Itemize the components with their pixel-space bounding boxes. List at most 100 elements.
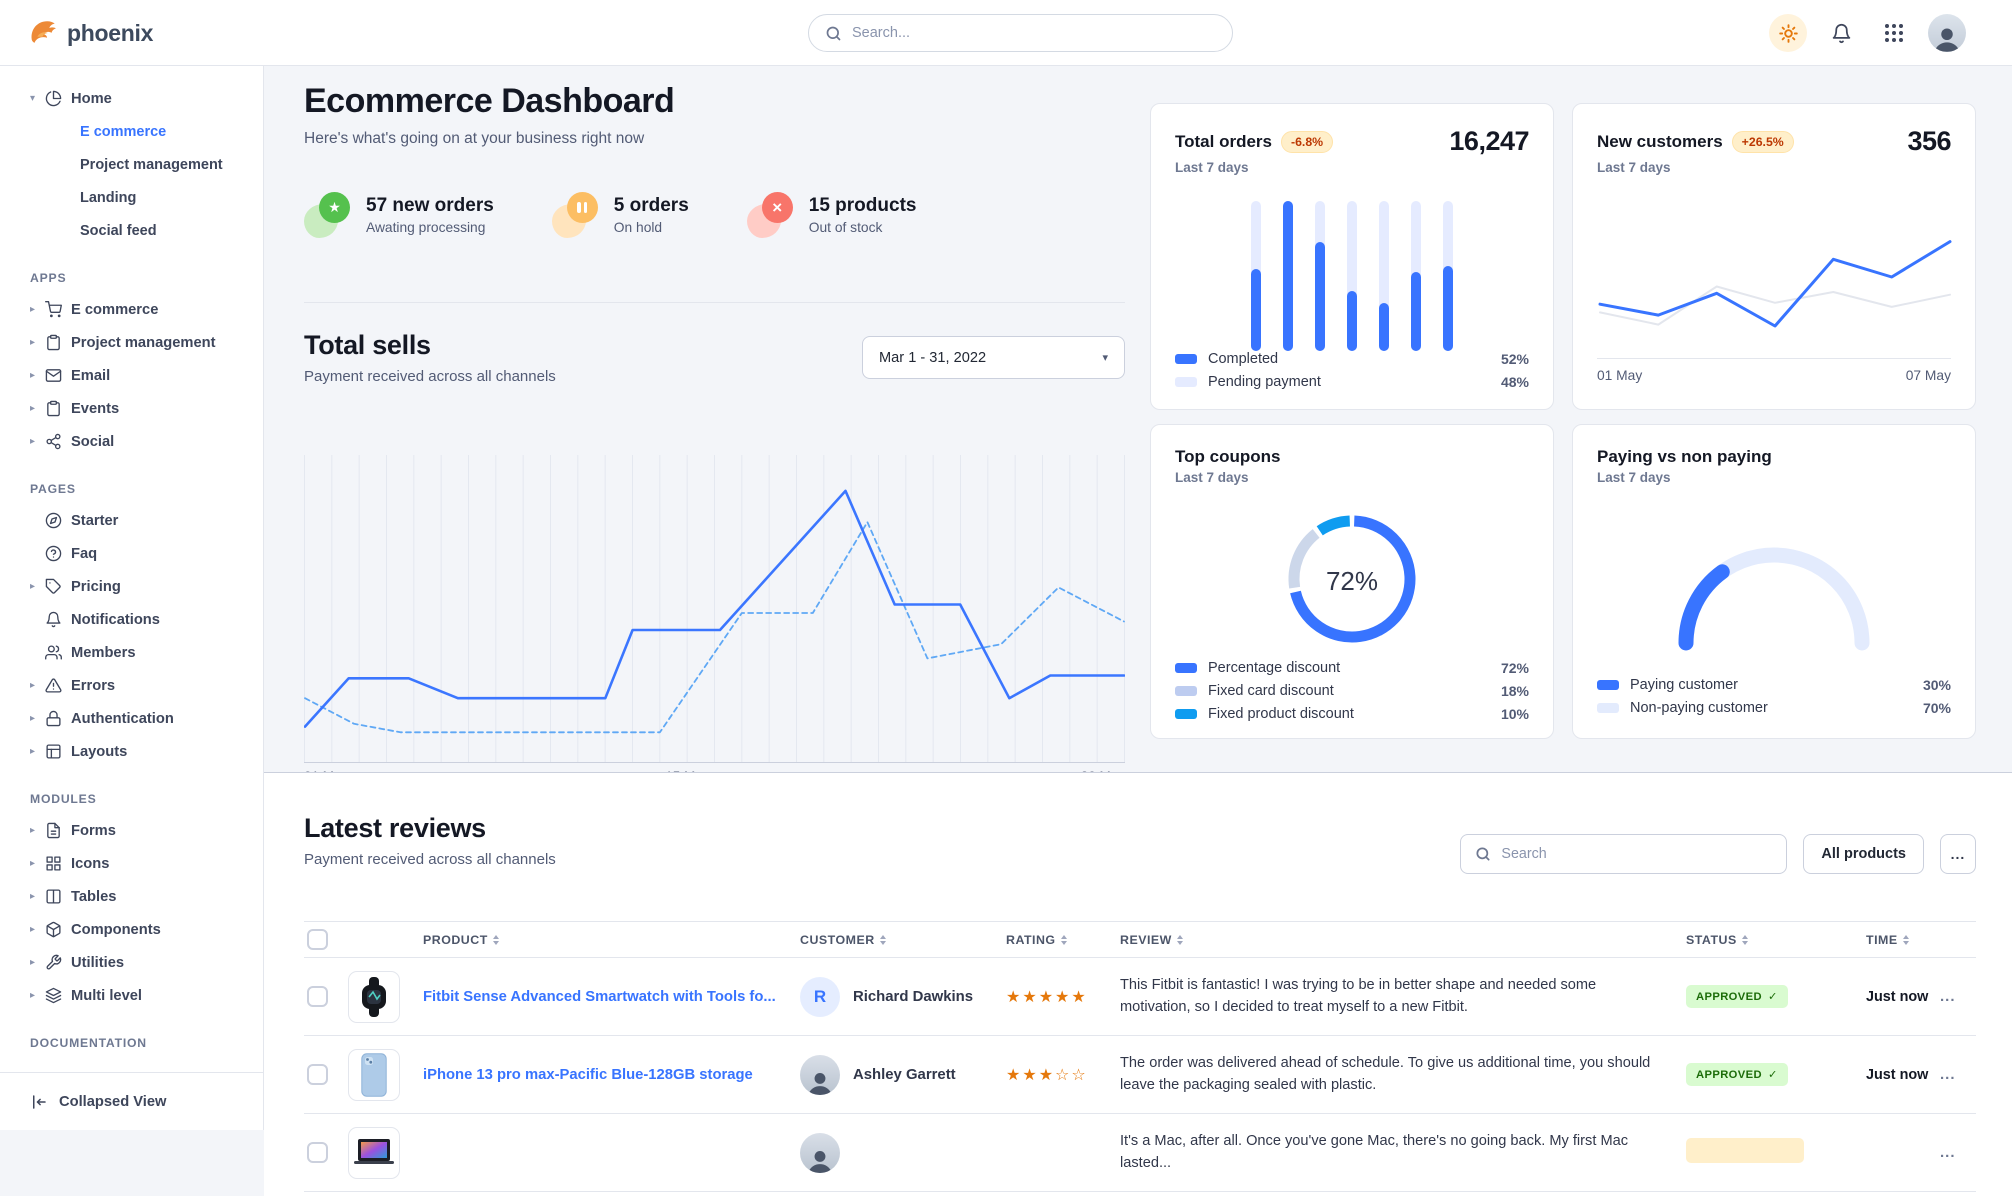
product-link[interactable]: iPhone 13 pro max-Pacific Blue-128GB sto… [423,1066,753,1083]
sidebar-subitem-project-management[interactable]: Project management [80,156,223,173]
app-switcher-button[interactable] [1875,14,1913,52]
sidebar-subitem-social-feed[interactable]: Social feed [80,222,157,239]
reviews-search-input[interactable] [1501,846,1773,862]
sidebar-item-errors[interactable]: ▸ Errors [0,669,263,702]
caret-right-icon: ▸ [30,581,36,592]
customer-avatar[interactable] [800,1132,840,1173]
all-products-button[interactable]: All products [1803,834,1924,874]
sidebar-item-icons[interactable]: ▸ Icons [0,847,263,880]
row-checkbox[interactable] [307,1142,328,1163]
legend-swatch [1175,709,1197,719]
select-all-checkbox[interactable] [307,929,328,950]
user-avatar[interactable] [1928,14,1966,52]
caret-right-icon: ▸ [30,746,36,757]
sidebar-item-notifications[interactable]: Notifications [0,603,263,636]
row-more-button[interactable]: ... [1940,1143,1956,1161]
row-checkbox[interactable] [307,1064,328,1085]
reviews-table-header: PRODUCT CUSTOMER RATING REVIEW STATUS TIME [304,921,1976,958]
columns-icon [45,889,61,904]
sidebar-item-project-management[interactable]: ▸ Project management [0,326,263,359]
order-bar [1411,201,1421,351]
pause-blob-icon [551,192,600,238]
date-range-select[interactable]: Mar 1 - 31, 2022 ▾ [862,336,1125,379]
wrench-icon [46,954,61,970]
reviews-more-button[interactable]: ... [1940,834,1976,874]
sidebar-item-e-commerce[interactable]: ▸ E commerce [0,293,263,326]
sidebar-item-label: Multi level [71,987,143,1004]
coupons-legend-item: Percentage discount 72% [1175,660,1529,676]
caret-right-icon: ▸ [30,680,36,691]
check-icon: ✓ [1768,1069,1778,1081]
sort-icon [1902,934,1909,945]
global-search[interactable] [808,14,1233,52]
sidebar-item-forms[interactable]: ▸ Forms [0,814,263,847]
row-more-button[interactable]: ... [1940,1065,1956,1083]
column-header-rating[interactable]: RATING [1006,933,1120,947]
sidebar-item-multi-level[interactable]: ▸ Multi level [0,979,263,1012]
sidebar-item-home[interactable]: ▾ Home [0,82,263,115]
sidebar-item-social[interactable]: ▸ Social [0,425,263,458]
legend-value: 52% [1500,351,1529,367]
collapse-left-icon [33,1094,46,1109]
sidebar-item-authentication[interactable]: ▸ Authentication [0,702,263,735]
trend-badge: -6.8% [1280,130,1334,153]
new-customers-x-axis: 01 May 07 May [1597,358,1951,383]
sidebar-item-pricing[interactable]: ▸ Pricing [0,570,263,603]
column-header-customer[interactable]: CUSTOMER [800,933,1006,947]
product-thumbnail-iphone[interactable] [348,1048,400,1101]
sidebar: ▾ Home E commerce Project management Landing… [0,66,264,1130]
sidebar-item-tables[interactable]: ▸ Tables [0,880,263,913]
row-checkbox[interactable] [307,986,328,1007]
row-actions-cell: ... [1940,988,1976,1006]
order-bar-fill [1283,201,1293,351]
sidebar-item-events[interactable]: ▸ Events [0,392,263,425]
product-thumbnail-macbook[interactable] [348,1126,400,1179]
sidebar-item-starter[interactable]: Starter [0,504,263,537]
sidebar-item-layouts[interactable]: ▸ Layouts [0,735,263,768]
sidebar-subitem-landing[interactable]: Landing [80,189,137,206]
sidebar-item-utilities[interactable]: ▸ Utilities [0,946,263,979]
collapse-sidebar-button[interactable]: Collapsed View [0,1072,263,1130]
sidebar-item-components[interactable]: ▸ Components [0,913,263,946]
order-bar [1251,201,1261,351]
product-cell: Fitbit Sense Advanced Smartwatch with To… [348,970,800,1023]
notifications-button[interactable] [1822,14,1860,52]
product-link[interactable]: Fitbit Sense Advanced Smartwatch with To… [423,988,776,1005]
coupons-donut-chart: 72% [1276,503,1428,660]
column-header-time[interactable]: TIME [1866,933,1940,947]
sort-icon [879,934,886,945]
order-bar [1315,201,1325,351]
column-header-label: RATING [1006,932,1056,947]
hero-stats: ★ 57 new orders Awating processing 5 orders… [304,192,1125,238]
status-badge: APPROVED ✓ [1686,1063,1788,1086]
total-sells-section: Total sells Payment received across all … [303,330,1126,789]
row-more-button[interactable]: ... [1940,987,1956,1005]
search-input[interactable] [852,25,1216,41]
x-start-label: 01 May [1597,368,1643,383]
x-icon: × [761,192,793,223]
sidebar-item-label: Home [71,90,112,107]
sort-icon [492,934,499,945]
sidebar-subitem-e-commerce[interactable]: E commerce [80,123,167,140]
sidebar-item-faq[interactable]: Faq [0,537,263,570]
customer-avatar[interactable] [800,1054,840,1095]
sort-icon [1741,934,1748,945]
hero-stat-value: 15 products [808,195,917,216]
product-thumbnail-smartwatch[interactable] [348,970,400,1023]
sidebar-item-email[interactable]: ▸ Email [0,359,263,392]
column-header-status[interactable]: STATUS [1686,933,1866,947]
column-header-review[interactable]: REVIEW [1120,933,1686,947]
new-customers-card: New customers +26.5% 356 Last 7 days 01 … [1572,103,1976,410]
caret-right-icon: ▸ [30,370,36,381]
brand-logo[interactable]: phoenix [28,0,153,66]
theme-toggle-button[interactable] [1769,14,1807,52]
hero-stat-sub: On hold [613,220,663,235]
column-header-product[interactable]: PRODUCT [348,933,800,947]
package-icon [45,921,61,938]
reviews-search[interactable] [1460,834,1788,874]
legend-swatch [1597,680,1619,690]
sort-icon [1060,934,1067,945]
apps-grid-icon [1885,24,1903,42]
sidebar-item-members[interactable]: Members [0,636,263,669]
customer-avatar[interactable]: R [800,976,840,1017]
